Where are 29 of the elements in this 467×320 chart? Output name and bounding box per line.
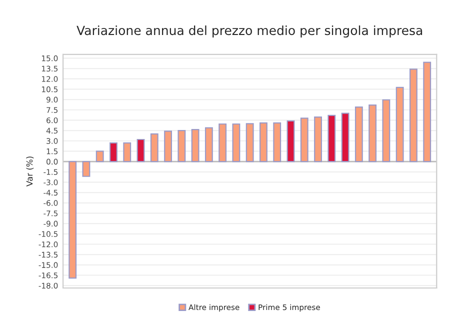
bar — [368, 104, 377, 162]
bar — [204, 127, 213, 162]
bar — [273, 122, 282, 162]
bar — [191, 128, 200, 162]
bar — [328, 114, 336, 162]
bar — [396, 86, 404, 162]
bar — [286, 120, 295, 162]
bar — [68, 161, 77, 279]
bar — [354, 106, 363, 162]
bar — [164, 130, 172, 162]
bar — [123, 142, 132, 162]
bar — [260, 122, 268, 162]
chart-title: Variazione annua del prezzo medio per singola impresa — [76, 25, 422, 38]
bar — [150, 133, 158, 162]
bar — [232, 123, 240, 162]
bar — [218, 123, 227, 162]
bar — [423, 62, 432, 162]
bar — [314, 116, 322, 162]
bar — [246, 123, 254, 162]
bar — [300, 118, 308, 162]
bar — [136, 138, 145, 162]
bar — [410, 68, 418, 162]
bar — [110, 142, 118, 162]
bar — [382, 99, 390, 162]
bar — [96, 150, 104, 162]
bar — [82, 161, 90, 177]
y-axis-title: Var (%) — [26, 156, 34, 186]
bar — [341, 112, 350, 162]
bar — [178, 130, 186, 162]
